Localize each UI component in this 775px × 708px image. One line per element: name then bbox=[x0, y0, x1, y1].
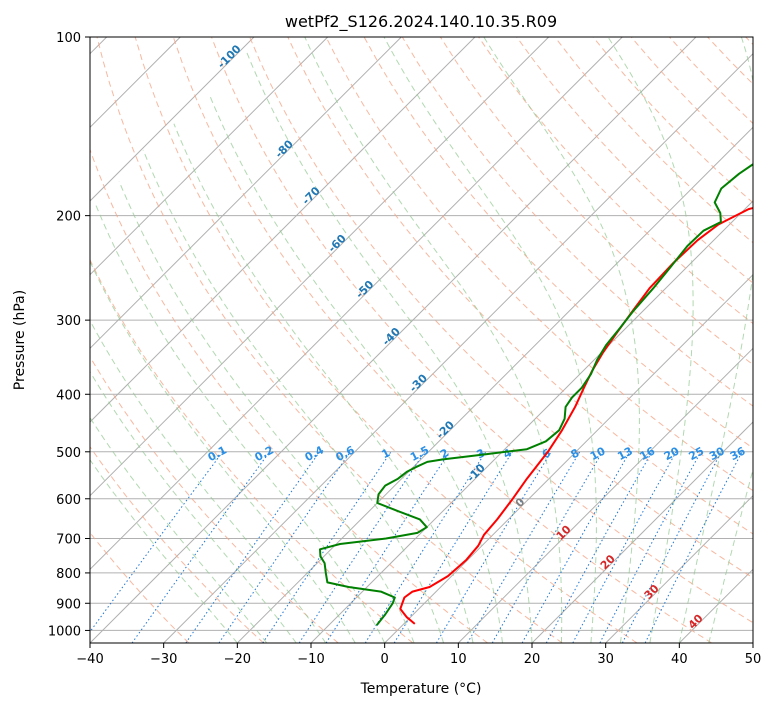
plot-frame bbox=[89, 36, 754, 644]
dry-adiabat-line bbox=[96, 37, 563, 643]
dry-adiabat-line bbox=[172, 37, 712, 643]
mixing-ratio-line bbox=[435, 451, 552, 643]
moist-adiabat-line bbox=[94, 202, 386, 643]
mixing-ratio-label: 10 bbox=[588, 444, 608, 463]
dry-adiabat-line bbox=[90, 258, 414, 643]
y-tick-label: 500 bbox=[56, 446, 81, 461]
temperature-profile-line bbox=[399, 206, 753, 625]
moist-adiabat-line bbox=[607, 37, 694, 643]
dewpoint-profile-line bbox=[319, 163, 753, 626]
moist-adiabat-lines bbox=[90, 37, 753, 643]
moist-adiabat-line bbox=[90, 260, 356, 643]
x-tick-label: −40 bbox=[76, 652, 103, 667]
isotherm-line bbox=[163, 52, 753, 643]
mixing-ratio-line bbox=[599, 451, 702, 643]
isotherm-line bbox=[90, 37, 476, 423]
y-tick-label: 800 bbox=[56, 567, 81, 582]
isotherm-line bbox=[90, 37, 697, 643]
isotherm-line bbox=[90, 37, 255, 202]
mixing-ratio-label: 30 bbox=[707, 444, 727, 463]
moist-adiabat-line bbox=[483, 37, 640, 643]
x-tick-label: −10 bbox=[297, 652, 324, 667]
y-tick-label: 900 bbox=[56, 597, 81, 612]
isotherm-lines bbox=[90, 37, 753, 643]
dry-adiabat-line bbox=[134, 37, 638, 643]
moist-adiabat-line bbox=[383, 37, 597, 643]
dry-adiabat-line bbox=[211, 37, 753, 624]
moist-adiabat-line bbox=[90, 370, 297, 643]
chart-title: wetPf2_S126.2024.140.10.35.R09 bbox=[285, 12, 557, 32]
isotherm-line bbox=[236, 126, 753, 643]
y-tick-label: 700 bbox=[56, 533, 81, 548]
x-tick-label: 50 bbox=[745, 652, 762, 667]
x-tick-label: 0 bbox=[381, 652, 389, 667]
mixing-ratio-line bbox=[262, 451, 392, 643]
isotherm-line bbox=[457, 347, 753, 643]
moist-adiabat-line bbox=[304, 37, 563, 643]
mixing-ratio-line bbox=[90, 451, 224, 633]
dry-adiabat-line bbox=[287, 37, 753, 535]
moist-adiabat-line bbox=[245, 49, 533, 643]
mixing-ratio-label: 25 bbox=[687, 444, 707, 463]
mixing-ratio-line bbox=[521, 451, 631, 643]
y-axis-title: Pressure (hPa) bbox=[12, 290, 28, 390]
moist-adiabat-line bbox=[90, 458, 238, 643]
isotherm-line bbox=[384, 273, 753, 643]
mixing-ratio-line bbox=[545, 451, 653, 643]
x-tick-label: 10 bbox=[450, 652, 467, 667]
dry-adiabat-lines bbox=[90, 37, 753, 643]
mixing-ratio-line bbox=[325, 451, 451, 643]
y-tick-label: 100 bbox=[56, 31, 81, 46]
moist-adiabat-line bbox=[173, 123, 474, 643]
mixing-ratio-line bbox=[364, 451, 487, 643]
moist-adiabat-line bbox=[678, 37, 753, 643]
mixing-ratio-line bbox=[218, 451, 351, 643]
isotherm-line bbox=[90, 37, 329, 276]
isotherm-line bbox=[605, 494, 753, 643]
y-tick-label: 300 bbox=[56, 314, 81, 329]
isotherm-line bbox=[90, 37, 550, 497]
mixing-ratio-line bbox=[572, 451, 677, 643]
dry-adiabat-line bbox=[90, 445, 264, 643]
x-tick-label: 20 bbox=[524, 652, 541, 667]
y-axis-ticks: 100 200 300 400 500 600 700 800 900 1000 bbox=[48, 31, 90, 639]
mixing-ratio-line bbox=[185, 451, 321, 643]
y-tick-label: 200 bbox=[56, 210, 81, 225]
x-axis-title: Temperature (°C) bbox=[360, 681, 482, 697]
y-tick-label: 1000 bbox=[48, 624, 81, 639]
dry-adiabat-line bbox=[249, 37, 753, 579]
mixing-ratio-lines bbox=[90, 451, 743, 643]
dry-adiabat-line bbox=[516, 37, 753, 284]
y-tick-label: 600 bbox=[56, 493, 81, 508]
moist-adiabat-line bbox=[142, 149, 445, 643]
moist-adiabat-line bbox=[90, 319, 327, 643]
mixing-ratio-line bbox=[644, 451, 743, 643]
mixing-ratio-label: 36 bbox=[728, 444, 748, 463]
isotherm-line bbox=[90, 37, 402, 350]
isotherm-line bbox=[531, 421, 753, 643]
mixing-ratio-line bbox=[131, 451, 271, 643]
dry-adiabat-line bbox=[90, 355, 339, 643]
mixing-ratio-label: 13 bbox=[615, 444, 635, 463]
x-tick-label: −20 bbox=[224, 652, 251, 667]
sounding-profiles bbox=[319, 163, 753, 626]
dry-adiabat-line bbox=[325, 37, 753, 492]
pressure-gridlines bbox=[90, 37, 753, 631]
x-tick-label: 40 bbox=[671, 652, 688, 667]
x-axis-ticks: −40 −30 −20 −10 0 10 20 30 40 50 bbox=[76, 643, 761, 667]
mixing-ratio-label: 16 bbox=[638, 444, 658, 463]
moist-adiabat-line bbox=[708, 467, 753, 643]
moist-adiabat-line bbox=[208, 94, 503, 643]
y-tick-label: 400 bbox=[56, 388, 81, 403]
isotherm-line bbox=[90, 37, 623, 571]
moist-adiabat-line bbox=[90, 416, 268, 643]
mixing-ratio-line bbox=[298, 451, 426, 643]
x-tick-label: −30 bbox=[150, 652, 177, 667]
x-tick-label: 30 bbox=[597, 652, 614, 667]
mixing-ratio-label: 20 bbox=[662, 444, 682, 463]
moist-adiabat-line bbox=[118, 181, 415, 643]
